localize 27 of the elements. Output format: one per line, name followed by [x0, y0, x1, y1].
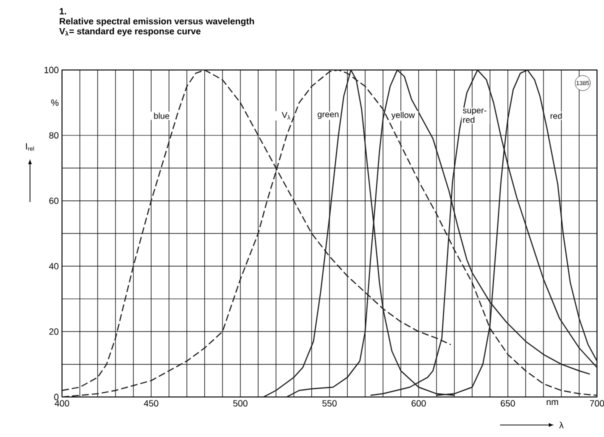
y-tick-label: %: [51, 100, 59, 106]
chart-subtitle: V$_{λ}$= standard eye response curve: [59, 28, 201, 36]
series-label: yellow: [391, 112, 415, 120]
y-tick-label: 40: [49, 263, 58, 270]
series-label: red: [550, 112, 562, 119]
y-tick-label: 20: [49, 328, 58, 335]
series-label: blue: [154, 112, 170, 119]
x-tick-label: 700: [590, 400, 604, 407]
x-tick-label: 450: [144, 400, 158, 407]
series-label: green: [318, 112, 338, 119]
series-label: V$_{λ}$: [282, 112, 290, 120]
x-tick-label: 550: [322, 400, 337, 407]
y-tick-label: 60: [49, 198, 58, 204]
x-axis-title: λ: [559, 422, 564, 428]
y-tick-label: 100: [44, 66, 58, 74]
y-tick-label: 0: [54, 394, 58, 400]
x-tick-label: 400: [54, 400, 70, 407]
y-axis-title: I$_{rel}$: [26, 143, 34, 151]
x-tick-label: 600: [412, 400, 426, 407]
y-tick-label: 80: [49, 132, 58, 139]
chart-title: Relative spectral emission versus wavelength: [60, 18, 254, 26]
x-tick-label: nm: [546, 400, 558, 405]
series-label: super-red: [462, 108, 486, 123]
x-tick-label: 500: [233, 400, 248, 407]
line-series: [61, 69, 598, 398]
text: 1.: [60, 8, 66, 14]
x-tick-label: 650: [500, 400, 515, 407]
